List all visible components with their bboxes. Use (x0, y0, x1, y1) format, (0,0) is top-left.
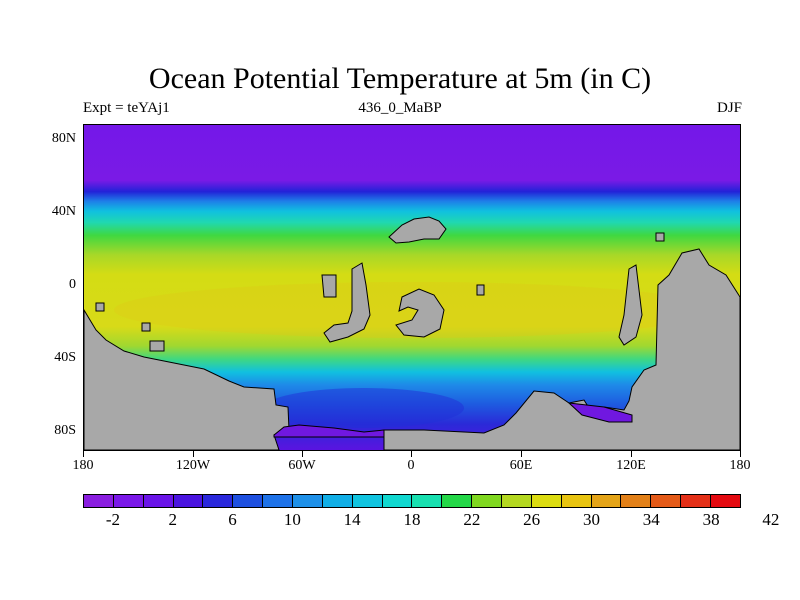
land-island-3 (321, 274, 337, 298)
colorbar-segment (84, 495, 114, 507)
map-title: Ocean Potential Temperature at 5m (in C) (148, 62, 652, 95)
x-tick (411, 451, 412, 457)
colorbar-segment (711, 495, 740, 507)
land-island-11 (567, 402, 633, 423)
x-tick-label: 180 (72, 458, 94, 473)
colorbar-label: 14 (343, 510, 361, 529)
colorbar-label: 42 (762, 510, 780, 529)
colorbar-label: 22 (463, 510, 481, 529)
y-tick-label: 80N (51, 131, 76, 146)
x-tick-label: 0 (407, 458, 415, 473)
colorbar-segment (382, 495, 413, 507)
colorbar-label: 30 (582, 510, 600, 529)
colorbar-labels: -2 2 6 10 14 18 22 26 30 34 38 42 (83, 510, 780, 532)
colorbar (83, 494, 741, 508)
colorbar-label: 38 (702, 510, 720, 529)
land-island-9 (149, 340, 165, 352)
colorbar-segment (472, 495, 503, 507)
colorbar-label: 34 (642, 510, 660, 529)
colorbar-label: 2 (168, 510, 177, 529)
colorbar-segment (412, 495, 443, 507)
colorbar-segment (591, 495, 622, 507)
colorbar-label: 10 (283, 510, 301, 529)
x-tick (631, 451, 632, 457)
x-tick-label: 180 (729, 458, 751, 473)
land-island-5 (476, 284, 485, 296)
x-tick-label: 60W (288, 458, 316, 473)
colorbar-segment (651, 495, 682, 507)
colorbar-segment (621, 495, 652, 507)
colorbar-label: 26 (523, 510, 541, 529)
colorbar-segment (531, 495, 562, 507)
land-island-1 (388, 216, 447, 244)
y-tick-label: 40N (51, 204, 76, 219)
period-label: 436_0_MaBP (358, 100, 442, 116)
land-south (84, 309, 290, 450)
experiment-label: Expt = teYAj1 (83, 100, 170, 116)
x-tick (302, 451, 303, 457)
land-island-2 (323, 262, 371, 343)
land-island-10 (95, 302, 105, 312)
colorbar-segment (502, 495, 532, 507)
y-tick-label: 0 (69, 277, 76, 292)
map-plot (83, 124, 741, 451)
colorbar-segment (442, 495, 473, 507)
land-polar-strip (273, 424, 385, 438)
colorbar-segment (293, 495, 323, 507)
x-tick-label: 60E (509, 458, 533, 473)
colorbar-segment (173, 495, 204, 507)
colorbar-label: 18 (403, 510, 421, 529)
colorbar-segment (322, 495, 353, 507)
x-tick-label: 120E (616, 458, 646, 473)
land-island-7 (655, 232, 665, 242)
land-island-6 (618, 264, 643, 346)
x-tick (83, 451, 84, 457)
land-island-4 (395, 288, 445, 338)
colorbar-segment (203, 495, 234, 507)
land-island-8 (141, 322, 151, 332)
x-tick (193, 451, 194, 457)
colorbar-segment (681, 495, 712, 507)
colorbar-segment (561, 495, 592, 507)
y-tick-label: 40S (54, 350, 76, 365)
x-tick-label: 120W (175, 458, 211, 473)
colorbar-label: -2 (105, 510, 120, 529)
x-tick (521, 451, 522, 457)
x-tick (740, 451, 741, 457)
land-antarctica (383, 248, 740, 450)
colorbar-segment (143, 495, 174, 507)
colorbar-segment (233, 495, 264, 507)
season-label: DJF (716, 100, 742, 116)
colorbar-segment (352, 495, 383, 507)
cold-pool (264, 388, 464, 428)
colorbar-segment (263, 495, 294, 507)
warm-band (114, 282, 714, 338)
colorbar-segment (113, 495, 144, 507)
colorbar-label: 6 (228, 510, 237, 529)
y-tick-label: 80S (54, 423, 76, 438)
